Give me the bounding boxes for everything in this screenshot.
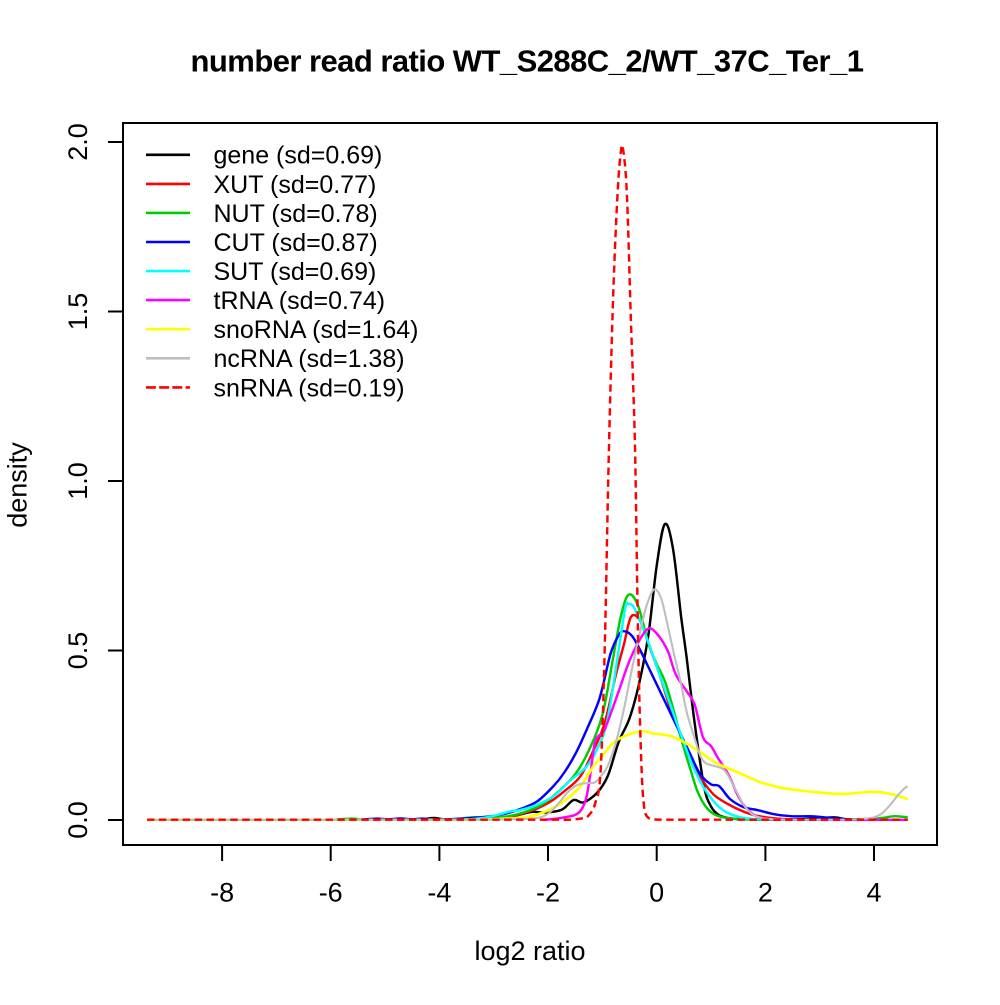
svg-text:0: 0 bbox=[649, 878, 664, 908]
svg-text:-4: -4 bbox=[427, 878, 451, 908]
svg-text:1.5: 1.5 bbox=[63, 293, 93, 331]
svg-text:2: 2 bbox=[758, 878, 773, 908]
svg-text:ncRNA (sd=1.38): ncRNA (sd=1.38) bbox=[214, 345, 405, 373]
svg-text:gene (sd=0.69): gene (sd=0.69) bbox=[214, 142, 383, 170]
svg-text:-2: -2 bbox=[536, 878, 560, 908]
svg-text:SUT (sd=0.69): SUT (sd=0.69) bbox=[214, 258, 377, 286]
svg-text:log2 ratio: log2 ratio bbox=[474, 936, 585, 966]
svg-text:-8: -8 bbox=[210, 878, 234, 908]
svg-text:2.0: 2.0 bbox=[63, 123, 93, 161]
svg-text:NUT (sd=0.78): NUT (sd=0.78) bbox=[214, 200, 378, 228]
svg-text:snoRNA (sd=1.64): snoRNA (sd=1.64) bbox=[214, 316, 419, 344]
svg-text:-6: -6 bbox=[319, 878, 343, 908]
svg-text:0.0: 0.0 bbox=[63, 801, 93, 839]
svg-text:snRNA (sd=0.19): snRNA (sd=0.19) bbox=[214, 374, 405, 402]
svg-text:1.0: 1.0 bbox=[63, 462, 93, 500]
svg-text:CUT (sd=0.87): CUT (sd=0.87) bbox=[214, 229, 378, 257]
svg-text:density: density bbox=[2, 442, 32, 528]
svg-text:number read ratio WT_S288C_2/W: number read ratio WT_S288C_2/WT_37C_Ter_… bbox=[191, 44, 864, 79]
svg-text:XUT (sd=0.77): XUT (sd=0.77) bbox=[214, 171, 377, 199]
svg-text:0.5: 0.5 bbox=[63, 632, 93, 670]
svg-text:tRNA (sd=0.74): tRNA (sd=0.74) bbox=[214, 287, 386, 315]
svg-text:4: 4 bbox=[866, 878, 881, 908]
